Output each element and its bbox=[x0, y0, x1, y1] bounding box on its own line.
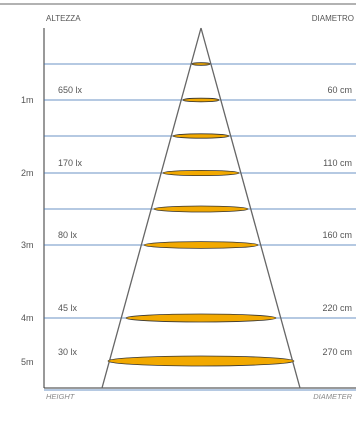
beam-ellipse bbox=[191, 62, 211, 66]
diameter-label: 270 cm bbox=[322, 347, 352, 357]
beam-ellipse bbox=[125, 313, 277, 323]
height-label: 4m bbox=[21, 313, 34, 323]
diameter-label: 60 cm bbox=[327, 85, 352, 95]
lux-label: 80 lx bbox=[58, 230, 78, 240]
beam-ellipse bbox=[107, 355, 295, 367]
beam-ellipses bbox=[107, 62, 295, 367]
height-label: 5m bbox=[21, 357, 34, 367]
footer-left-label: HEIGHT bbox=[46, 392, 75, 401]
lux-label: 30 lx bbox=[58, 347, 78, 357]
header-left-label: ALTEZZA bbox=[46, 14, 81, 23]
footer-right-label: DIAMETER bbox=[313, 392, 352, 401]
light-cone bbox=[101, 27, 301, 389]
beam-ellipse bbox=[162, 169, 240, 176]
height-label: 3m bbox=[21, 240, 34, 250]
diameter-label: 160 cm bbox=[322, 230, 352, 240]
grid-lines bbox=[44, 63, 356, 391]
diameter-label: 110 cm bbox=[323, 158, 352, 168]
lux-label: 650 lx bbox=[58, 85, 83, 95]
diameter-label: 220 cm bbox=[322, 303, 352, 313]
frame bbox=[43, 28, 356, 389]
beam-ellipse bbox=[153, 205, 249, 213]
lux-label: 45 lx bbox=[58, 303, 78, 313]
lux-label: 170 lx bbox=[58, 158, 83, 168]
beam-ellipse bbox=[182, 97, 220, 103]
height-label: 1m bbox=[21, 95, 34, 105]
header-right-label: DIAMETRO bbox=[311, 14, 354, 23]
beam-ellipse bbox=[143, 241, 259, 249]
height-label: 2m bbox=[21, 168, 34, 178]
beam-ellipse bbox=[172, 133, 230, 139]
